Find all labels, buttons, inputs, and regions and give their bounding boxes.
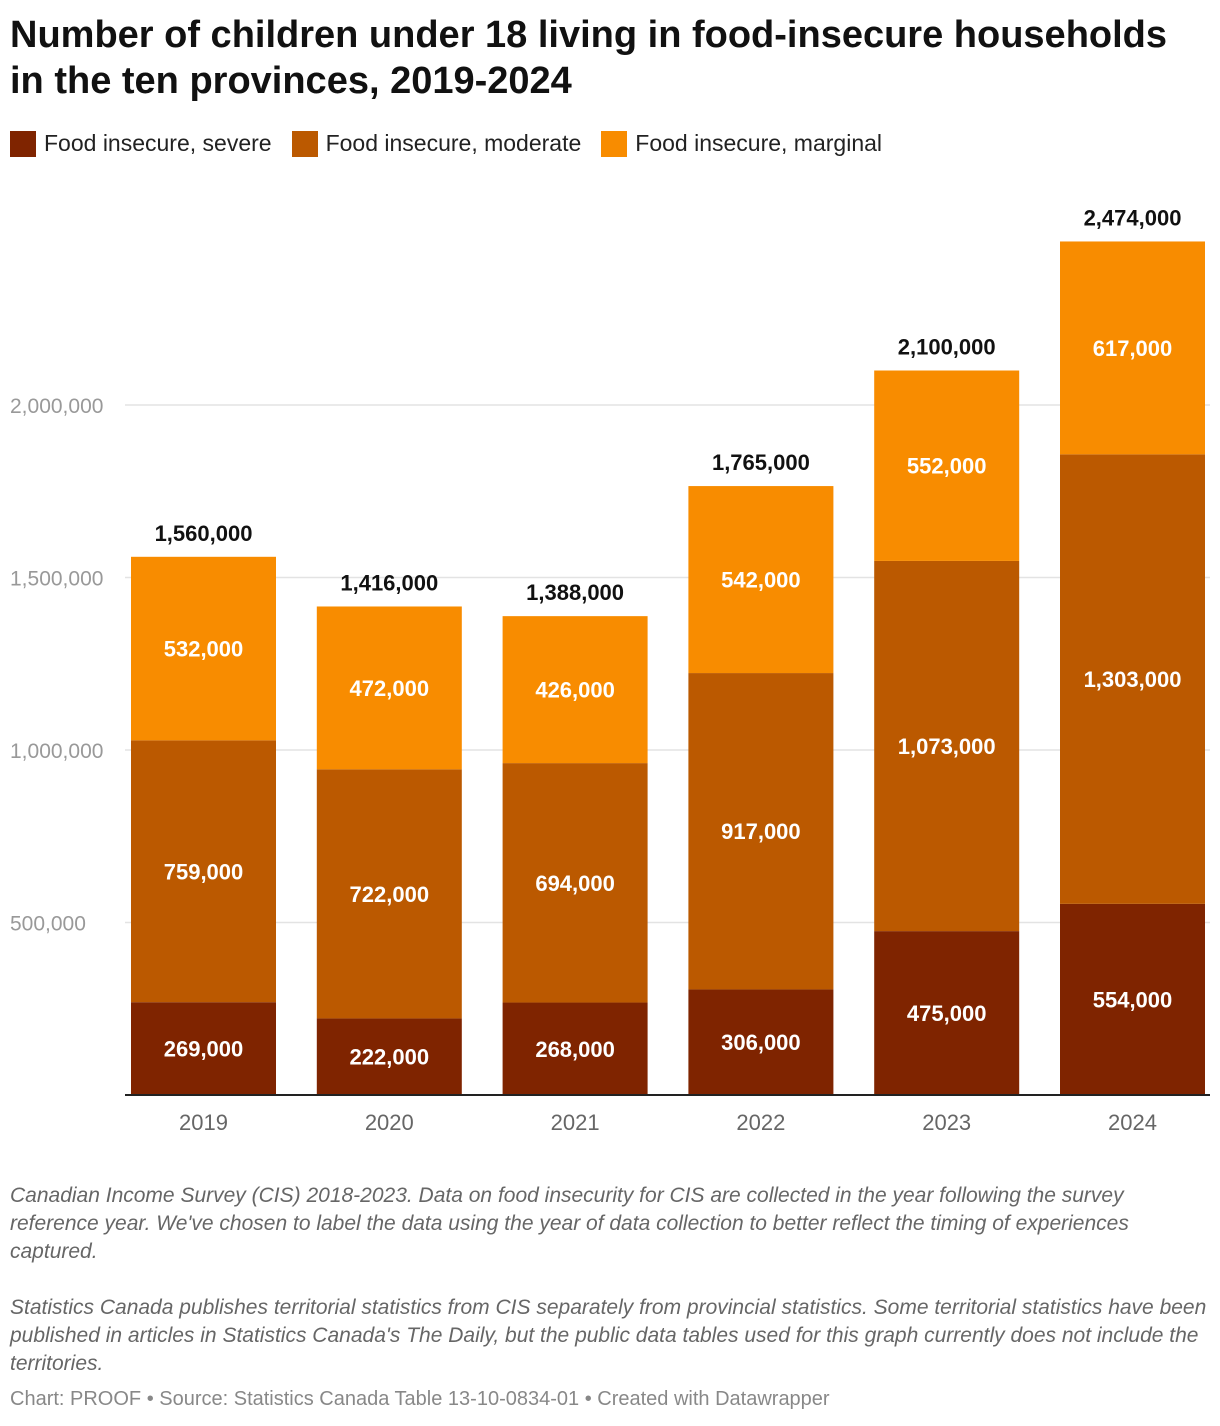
bar-segment (131, 740, 276, 1003)
note-paragraph: Canadian Income Survey (CIS) 2018-2023. … (10, 1184, 1129, 1263)
segment-value-label: 552,000 (907, 454, 987, 479)
segment-value-label: 1,303,000 (1084, 667, 1182, 692)
bar-segment (502, 1002, 648, 1095)
bar-segment (874, 560, 1020, 932)
bar-segment (1060, 454, 1205, 904)
segment-value-label: 426,000 (535, 678, 615, 703)
chart-notes: Canadian Income Survey (CIS) 2018-2023. … (10, 1182, 1210, 1406)
segment-value-label: 222,000 (350, 1045, 430, 1070)
segment-value-label: 554,000 (1093, 987, 1173, 1012)
bar-segment (688, 486, 834, 674)
legend-swatch-marginal (601, 130, 628, 157)
bar-segment (131, 1002, 276, 1095)
y-tick-label: 1,000,000 (10, 740, 103, 763)
segment-value-label: 306,000 (721, 1030, 801, 1055)
total-value-label: 2,474,000 (1084, 205, 1182, 230)
legend-item-marginal: Food insecure, marginal (601, 130, 882, 157)
x-tick-label: 2020 (365, 1110, 414, 1135)
x-tick-label: 2022 (736, 1110, 785, 1135)
bar-segment (1060, 241, 1205, 455)
x-tick-label: 2024 (1108, 1110, 1157, 1135)
axes: 500,000 1,000,000 1,500,000 2,000,000 2019 20… (10, 395, 1210, 1135)
legend-item-moderate: Food insecure, moderate (291, 130, 582, 157)
bar-segment (316, 606, 462, 770)
segment-value-label: 268,000 (535, 1037, 615, 1062)
segment-value-label: 542,000 (721, 568, 801, 593)
total-value-label: 1,388,000 (526, 580, 624, 605)
bar-segment (688, 989, 834, 1095)
total-value-label: 2,100,000 (898, 335, 996, 360)
note-paragraph: Statistics Canada publishes territorial … (10, 1296, 1207, 1375)
segment-value-label: 694,000 (535, 871, 615, 896)
bar-segment (316, 769, 462, 1019)
bar-segment (131, 556, 276, 741)
legend: Food insecure, severe Food insecure, mod… (10, 130, 882, 157)
legend-item-severe: Food insecure, severe (10, 130, 272, 157)
legend-label-marginal: Food insecure, marginal (635, 130, 883, 156)
y-tick-label: 2,000,000 (10, 395, 103, 418)
total-value-label: 1,765,000 (712, 450, 810, 475)
y-tick-label: 1,500,000 (10, 568, 103, 591)
segment-value-label: 475,000 (907, 1001, 987, 1026)
data-labels: 269,000 759,000 532,000 1,560,000 222,000 722… (155, 205, 1182, 1069)
legend-swatch-moderate (291, 130, 318, 157)
segment-value-label: 472,000 (350, 676, 430, 701)
legend-label-severe: Food insecure, severe (44, 130, 272, 156)
x-tick-label: 2019 (179, 1110, 228, 1135)
x-tick-label: 2021 (551, 1110, 600, 1135)
total-value-label: 1,560,000 (155, 521, 253, 546)
bar-segment (502, 616, 648, 764)
bar-segment (874, 931, 1020, 1095)
segment-value-label: 617,000 (1093, 336, 1173, 361)
bars (131, 241, 1205, 1095)
segment-value-label: 722,000 (350, 882, 430, 907)
segment-value-label: 269,000 (164, 1037, 244, 1062)
bar-segment (316, 1018, 462, 1095)
bar-segment (688, 673, 834, 990)
segment-value-label: 1,073,000 (898, 734, 996, 759)
bar-segment (874, 370, 1020, 561)
x-tick-label: 2023 (922, 1110, 971, 1135)
bar-segment (502, 763, 648, 1003)
chart-title: Number of children under 18 living in fo… (10, 14, 1168, 102)
legend-label-moderate: Food insecure, moderate (325, 130, 582, 156)
segment-value-label: 759,000 (164, 859, 244, 884)
legend-swatch-severe (10, 130, 36, 157)
bar-chart: 269,000 759,000 532,000 1,560,000 222,000 722… (10, 205, 1210, 1135)
grid-lines (125, 404, 1210, 924)
segment-value-label: 532,000 (164, 637, 244, 662)
bar-segment (1060, 903, 1205, 1095)
total-value-label: 1,416,000 (340, 570, 438, 595)
y-tick-label: 500,000 (10, 913, 86, 936)
chart-footer: Chart: PROOF • Source: Statistics Canada… (10, 1388, 830, 1410)
segment-value-label: 917,000 (721, 819, 801, 844)
